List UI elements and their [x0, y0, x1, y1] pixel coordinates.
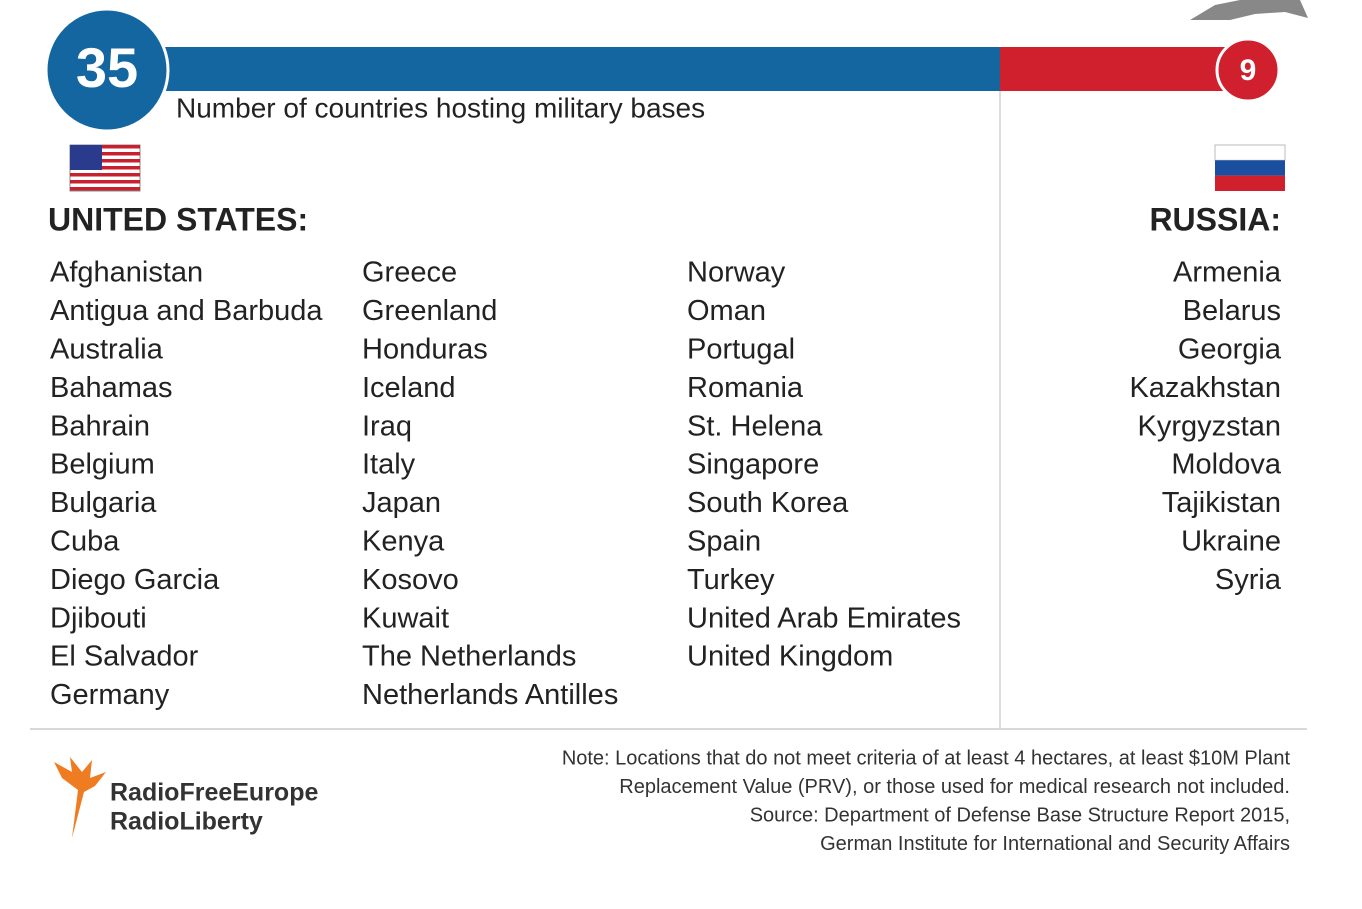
country: Diego Garcia	[50, 564, 220, 596]
us-flag	[69, 144, 141, 192]
note-line: Source: Department of Defense Base Struc…	[750, 804, 1290, 826]
us-country-list: Afghanistan Antigua and Barbuda Australia B…	[50, 257, 961, 711]
country: Tajikistan	[1162, 487, 1281, 519]
country: Spain	[687, 525, 761, 557]
country: Kenya	[362, 525, 445, 557]
country: Antigua and Barbuda	[50, 295, 323, 327]
note-line: Note: Locations that do not meet criteri…	[562, 747, 1291, 769]
country: Bulgaria	[50, 487, 157, 519]
country: Australia	[50, 333, 164, 365]
country: Syria	[1215, 564, 1282, 596]
country: Bahrain	[50, 410, 150, 442]
country: Portugal	[687, 333, 795, 365]
russia-bar	[1000, 47, 1250, 91]
country: Kyrgyzstan	[1138, 410, 1281, 442]
russia-country-list: Armenia Belarus Georgia Kazakhstan Kyrgyzsta…	[1129, 257, 1281, 596]
country: Djibouti	[50, 602, 147, 634]
country: Germany	[50, 679, 170, 711]
russia-flag	[1214, 144, 1286, 191]
logo-line: RadioLiberty	[110, 808, 263, 836]
country: United Arab Emirates	[687, 602, 961, 634]
country: Iraq	[362, 410, 412, 442]
us-bar	[160, 47, 1000, 91]
country: United Kingdom	[687, 641, 893, 673]
note: Note: Locations that do not meet criteri…	[562, 747, 1291, 855]
logo-line: RadioFreeEurope	[110, 779, 318, 807]
country: The Netherlands	[362, 641, 576, 673]
country: Oman	[687, 295, 766, 327]
note-line: German Institute for International and S…	[820, 833, 1290, 855]
russia-heading: RUSSIA:	[1149, 201, 1281, 237]
note-line: Replacement Value (PRV), or those used f…	[619, 776, 1290, 798]
russia-count-badge	[1215, 37, 1281, 103]
russia-count: 9	[1240, 54, 1257, 87]
subtitle: Number of countries hosting military bas…	[176, 92, 705, 123]
country: Georgia	[1178, 333, 1282, 365]
country: Italy	[362, 449, 416, 481]
logo: RadioFreeEurope RadioLiberty	[54, 757, 318, 838]
country: Iceland	[362, 372, 456, 404]
country: Cuba	[50, 525, 120, 557]
country: El Salvador	[50, 641, 199, 673]
us-count-badge	[44, 7, 170, 133]
country: Singapore	[687, 449, 819, 481]
country: Ukraine	[1181, 525, 1281, 557]
country: Belarus	[1183, 295, 1281, 327]
country: Kuwait	[362, 602, 449, 634]
country: Netherlands Antilles	[362, 679, 618, 711]
country: Honduras	[362, 333, 488, 365]
country: Bahamas	[50, 372, 173, 404]
country: South Korea	[687, 487, 849, 519]
country: Greece	[362, 257, 457, 289]
country: Kosovo	[362, 564, 459, 596]
country: Afghanistan	[50, 257, 203, 289]
us-count: 35	[76, 36, 138, 99]
us-heading: UNITED STATES:	[48, 201, 308, 237]
country: Japan	[362, 487, 441, 519]
country: Romania	[687, 372, 804, 404]
country: Norway	[687, 257, 786, 289]
country: Belgium	[50, 449, 155, 481]
country: Turkey	[687, 564, 775, 596]
country: Greenland	[362, 295, 497, 327]
map-fragment	[1190, 0, 1308, 20]
country: Armenia	[1173, 257, 1282, 289]
country: Moldova	[1171, 449, 1281, 481]
country: Kazakhstan	[1129, 372, 1281, 404]
country: St. Helena	[687, 410, 823, 442]
